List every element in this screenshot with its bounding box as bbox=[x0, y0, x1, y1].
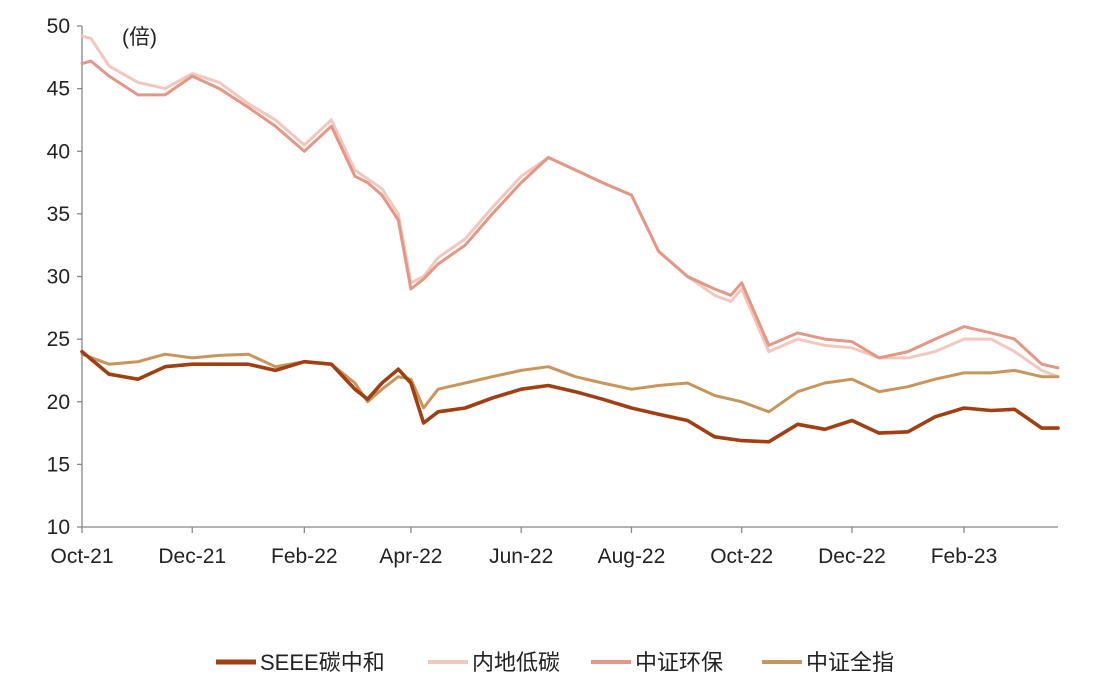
legend-entry: 中证环保 bbox=[591, 650, 723, 675]
x-tick-label: Jun-22 bbox=[489, 545, 553, 568]
y-tick-label: 35 bbox=[47, 203, 70, 226]
y-tick-label: 10 bbox=[47, 516, 70, 539]
x-tick-label: Feb-23 bbox=[931, 545, 998, 568]
series-line-0 bbox=[80, 349, 1060, 444]
legend-label: 中证环保 bbox=[635, 650, 723, 675]
series-line-2 bbox=[80, 59, 1060, 370]
y-tick-label: 20 bbox=[47, 391, 70, 414]
y-tick-label: 45 bbox=[47, 78, 70, 101]
x-tick-label: Apr-22 bbox=[379, 545, 442, 568]
x-tick-label: Dec-22 bbox=[818, 545, 886, 568]
series-layer bbox=[80, 34, 1060, 444]
y-tick-label: 40 bbox=[47, 140, 70, 163]
x-tick-label: Oct-21 bbox=[50, 545, 113, 568]
x-tick-label: Aug-22 bbox=[598, 545, 666, 568]
y-tick-label: 30 bbox=[47, 266, 70, 289]
y-tick-label: 50 bbox=[47, 15, 70, 38]
legend-label: SEEE碳中和 bbox=[260, 650, 385, 675]
y-unit-label: (倍) bbox=[122, 26, 157, 49]
x-tick-label: Oct-22 bbox=[710, 545, 773, 568]
legend-entry: 中证全指 bbox=[762, 650, 894, 675]
legend-label: 内地低碳 bbox=[472, 650, 560, 675]
legend-entry: SEEE碳中和 bbox=[216, 650, 385, 675]
series-line-3 bbox=[80, 352, 1060, 414]
chart-axes: 50 45 40 35 30 25 20 15 10 Oct-21 Dec-21 Feb-22 Apr-… bbox=[47, 15, 1058, 568]
x-tick-label: Feb-22 bbox=[271, 545, 338, 568]
y-tick-label: 15 bbox=[47, 453, 70, 476]
y-tick-label: 25 bbox=[47, 328, 70, 351]
legend-label: 中证全指 bbox=[806, 650, 894, 675]
legend-entry: 内地低碳 bbox=[428, 650, 560, 675]
legend: SEEE碳中和 内地低碳 中证环保 中证全指 bbox=[216, 650, 894, 675]
x-tick-label: Dec-21 bbox=[158, 545, 226, 568]
